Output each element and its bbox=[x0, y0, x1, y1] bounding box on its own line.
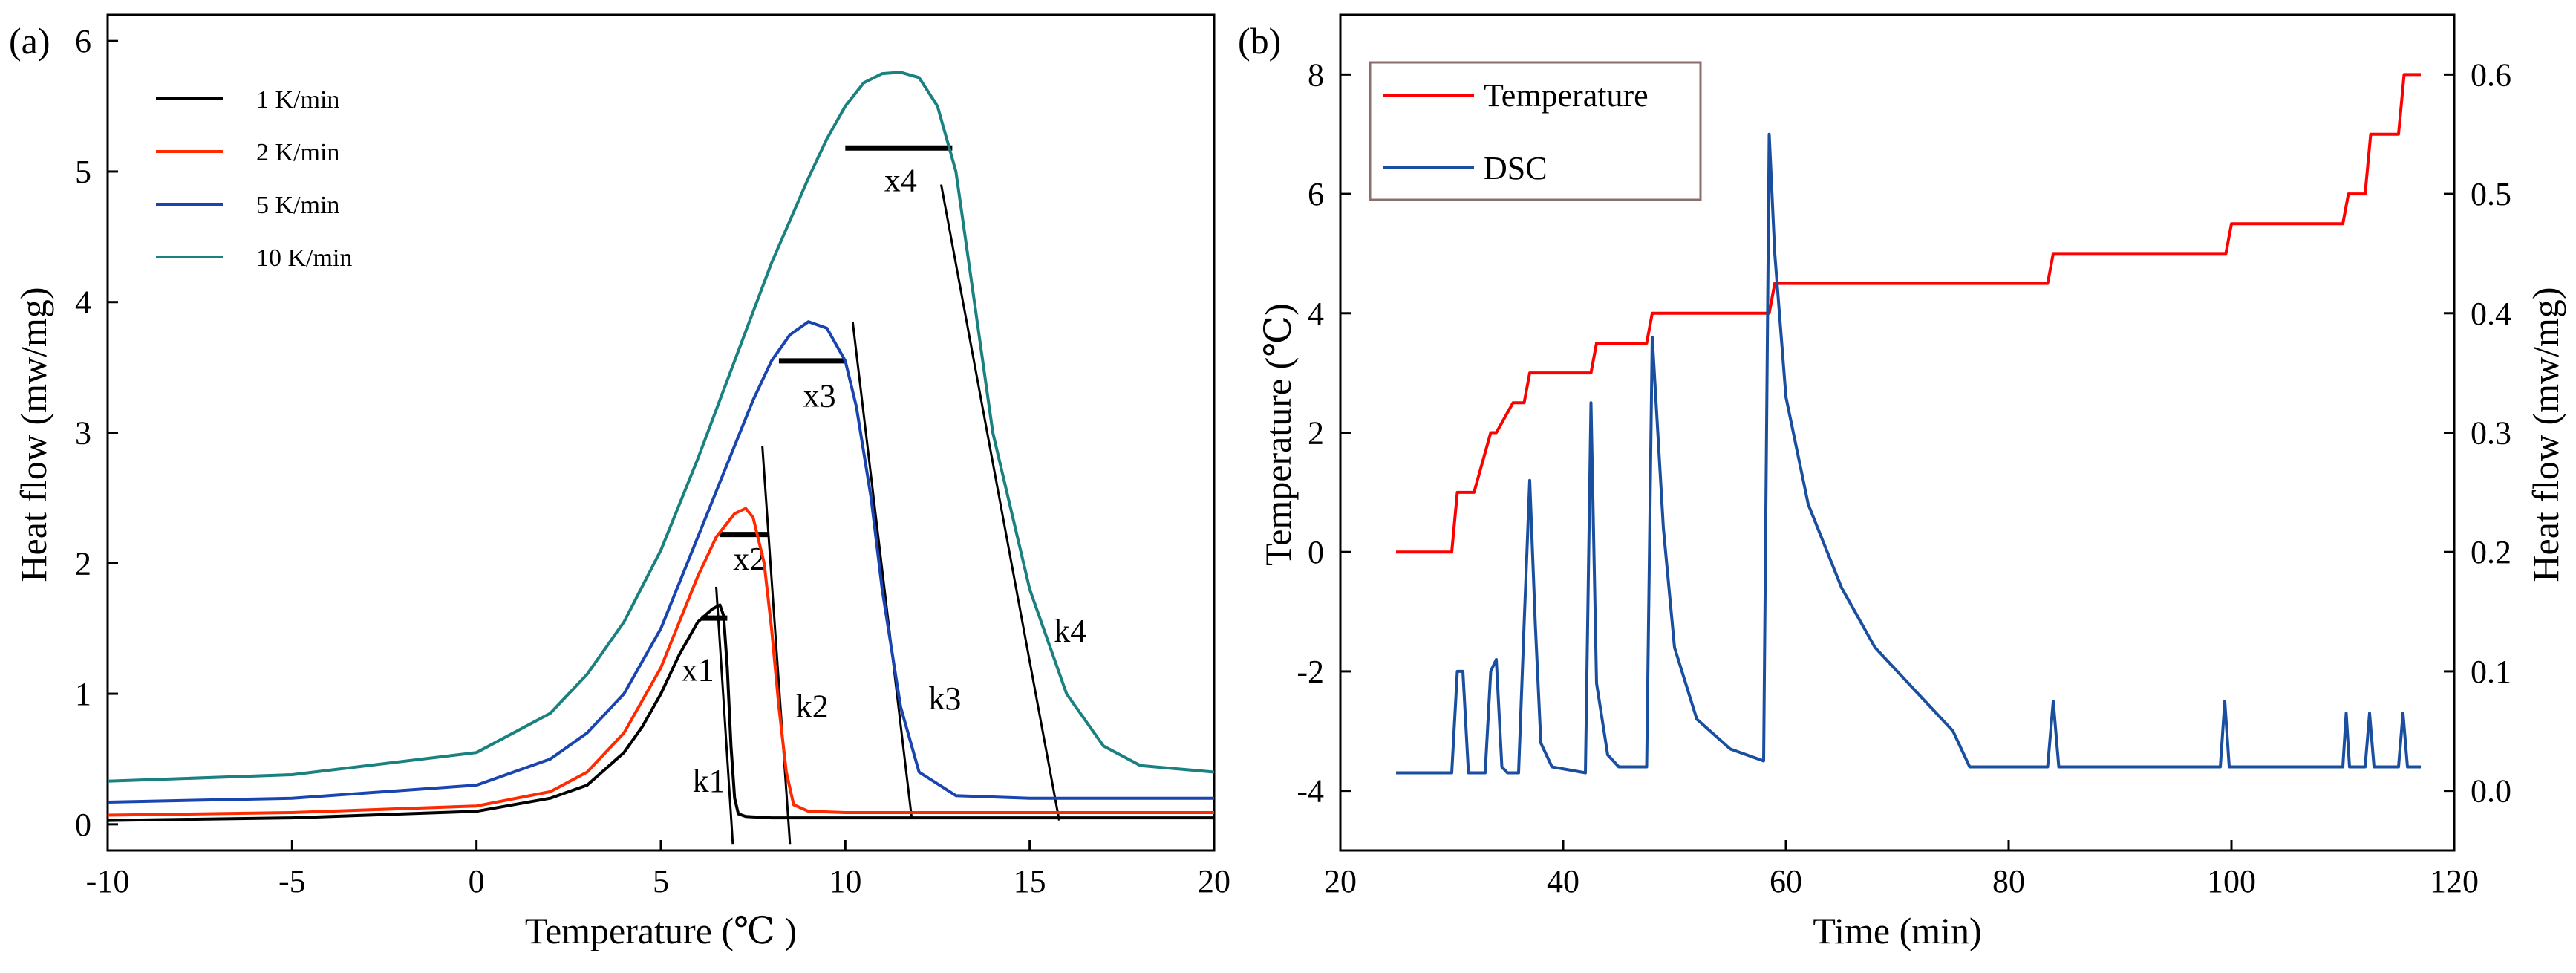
a-x-tick-label: 5 bbox=[653, 863, 669, 899]
b-y-tick-label: 6 bbox=[1308, 176, 1324, 212]
panel-b: (b) 20 40 60 80 100 120 -4 -2 0 2 4 6 8 0.0 0.1 0.2 0.3 0… bbox=[1238, 13, 2566, 951]
a-tangent-line-3 bbox=[851, 321, 913, 819]
a-annotation-x3: x3 bbox=[803, 377, 836, 414]
a-x-tick-label: 0 bbox=[469, 863, 485, 899]
a-y-tick-label: 4 bbox=[75, 284, 91, 321]
a-y-tick-label: 3 bbox=[75, 415, 91, 452]
a-tangent-line-2 bbox=[761, 445, 792, 845]
b-y-right-tick-label: 0.5 bbox=[2471, 176, 2511, 212]
a-x-tick-label: 20 bbox=[1198, 863, 1230, 899]
b-x-tick-label: 40 bbox=[1547, 863, 1579, 899]
b-y-tick-label: 4 bbox=[1308, 296, 1324, 332]
b-y-right-tick-label: 0.3 bbox=[2471, 415, 2511, 452]
a-series bbox=[107, 71, 1215, 822]
a-annotation-k4: k4 bbox=[1054, 613, 1086, 649]
b-y-tick-label: 8 bbox=[1308, 56, 1324, 93]
a-y-tick-label: 1 bbox=[75, 676, 91, 712]
b-y-right-tick-label: 0.0 bbox=[2471, 773, 2511, 810]
a-annotation-k1: k1 bbox=[693, 763, 725, 799]
a-x-tick-label: -5 bbox=[278, 863, 306, 899]
a-annotation-k3: k3 bbox=[928, 680, 961, 717]
a-legend-label-2: 5 K/min bbox=[256, 192, 339, 219]
a-legend: 1 K/min 2 K/min 5 K/min 10 K/min bbox=[156, 86, 352, 272]
a-annotation-x1: x1 bbox=[682, 651, 714, 688]
a-y-axis-label: Heat flow (mw/mg) bbox=[13, 287, 54, 582]
a-x-axis-label: Temperature (℃ ) bbox=[525, 910, 797, 951]
b-legend-box bbox=[1369, 61, 1702, 201]
b-y-axis-label: Temperature (℃) bbox=[1257, 303, 1299, 566]
b-y-right-tick-label: 0.2 bbox=[2471, 534, 2511, 570]
b-legend: Temperature DSC bbox=[1369, 61, 1702, 201]
a-series-line-3 bbox=[107, 71, 1215, 783]
a-tangent-line-1 bbox=[715, 586, 734, 845]
b-y-tick-label: -4 bbox=[1297, 773, 1324, 810]
panel-a-label: (a) bbox=[9, 20, 50, 62]
a-y-tick-label: 5 bbox=[75, 154, 91, 190]
b-x-tick-label: 80 bbox=[1992, 863, 2025, 899]
a-legend-label-0: 1 K/min bbox=[256, 86, 339, 114]
b-y-right-tick-label: 0.6 bbox=[2471, 56, 2511, 93]
panel-b-label: (b) bbox=[1238, 20, 1281, 62]
b-x-tick-label: 100 bbox=[2207, 863, 2256, 899]
a-tangent-line-4 bbox=[939, 184, 1060, 821]
a-legend-label-3: 10 K/min bbox=[256, 244, 352, 272]
a-x-tick-label: 15 bbox=[1014, 863, 1046, 899]
a-legend-label-1: 2 K/min bbox=[256, 139, 339, 166]
b-series bbox=[1396, 73, 2421, 775]
a-series-line-2 bbox=[107, 320, 1214, 804]
b-x-tick-label: 120 bbox=[2430, 863, 2479, 899]
b-series-line-temperature bbox=[1396, 73, 2421, 554]
b-ticks: 20 40 60 80 100 120 -4 -2 0 2 4 6 8 0.0 0.1 0.2 0.3 0.4 0.… bbox=[1297, 56, 2511, 899]
b-legend-label-0: Temperature bbox=[1484, 77, 1649, 114]
b-y-right-axis-label: Heat flow (mw/mg) bbox=[2525, 287, 2566, 582]
b-series-line-dsc bbox=[1396, 132, 2421, 775]
b-legend-label-1: DSC bbox=[1484, 150, 1548, 186]
a-y-tick-label: 6 bbox=[75, 23, 91, 59]
b-y-tick-label: -2 bbox=[1297, 654, 1324, 690]
a-series-line-0 bbox=[107, 603, 1214, 822]
a-x-tick-label: -10 bbox=[86, 863, 130, 899]
a-x-tick-label: 10 bbox=[829, 863, 861, 899]
a-annotation-x4: x4 bbox=[884, 162, 917, 198]
a-y-tick-label: 2 bbox=[75, 545, 91, 582]
a-y-tick-label: 0 bbox=[75, 807, 91, 843]
b-y-right-tick-label: 0.4 bbox=[2471, 296, 2511, 332]
b-x-tick-label: 60 bbox=[1770, 863, 1802, 899]
b-y-tick-label: 0 bbox=[1308, 534, 1324, 570]
a-ticks: -10 -5 0 5 10 15 20 0 1 2 3 4 5 6 bbox=[75, 23, 1230, 899]
b-y-right-tick-label: 0.1 bbox=[2471, 654, 2511, 690]
b-x-axis-label: Time (min) bbox=[1813, 910, 1981, 951]
b-y-tick-label: 2 bbox=[1308, 415, 1324, 452]
a-series-line-1 bbox=[107, 507, 1214, 817]
a-annotation-k2: k2 bbox=[796, 689, 829, 725]
b-x-tick-label: 20 bbox=[1324, 863, 1357, 899]
